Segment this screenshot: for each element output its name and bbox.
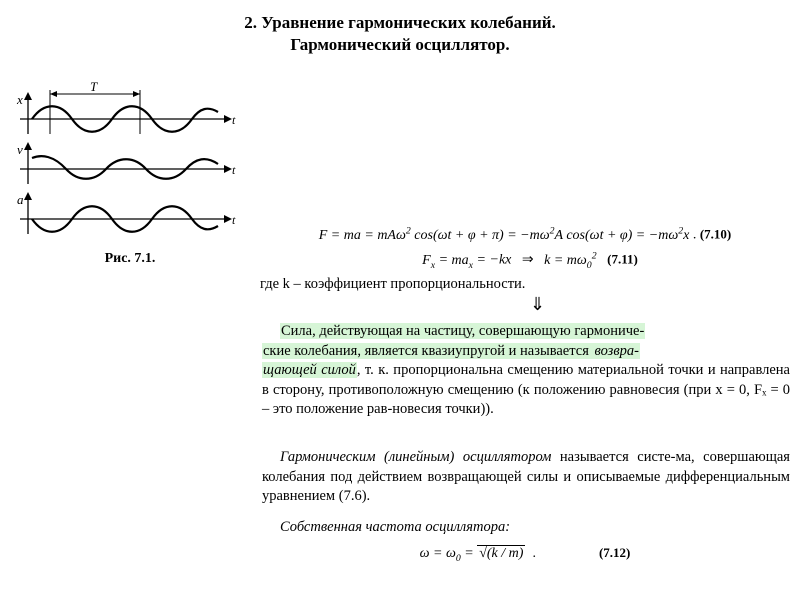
axis-label-t-3: t bbox=[232, 213, 236, 227]
axis-label-v: v bbox=[17, 142, 23, 157]
figure-7-1: x t T v t a bbox=[10, 82, 250, 267]
equation-7-12: ω = ω0 = √(k / m) . (7.12) bbox=[260, 545, 790, 564]
period-label: T bbox=[90, 82, 98, 94]
oscillation-plot: x t T v t a bbox=[10, 82, 250, 242]
equation-7-10: F = ma = mAω2 cos(ωt + φ + π) = −mω2A co… bbox=[260, 225, 790, 244]
para3-text: Собственная частота осциллятора: bbox=[280, 519, 510, 535]
eq-num-7-12: (7.12) bbox=[599, 545, 630, 560]
down-arrow-icon: ⇓ bbox=[530, 294, 545, 315]
eq-num-7-10: (7.10) bbox=[700, 227, 731, 242]
where-k-label: где k – коэффициент пропорциональности. bbox=[260, 276, 525, 292]
implies-arrow: ⇒ bbox=[522, 253, 534, 268]
axis-label-a: a bbox=[17, 192, 24, 207]
equation-7-11: Fx = max = −kx ⇒ k = mω02 (7.11) bbox=[320, 250, 740, 270]
axis-label-t-1: t bbox=[232, 113, 236, 127]
axis-label-t-2: t bbox=[232, 163, 236, 177]
para1-line1: Сила, действующая на частицу, совершающу… bbox=[280, 323, 645, 339]
where-k-text: где k – коэффициент пропорциональности. bbox=[260, 275, 780, 295]
para1-term-b: щающей силой bbox=[262, 362, 357, 378]
paragraph-restoring-force: Сила, действующая на частицу, совершающу… bbox=[262, 322, 790, 420]
page-title: 2. Уравнение гармонических колебаний. Га… bbox=[0, 0, 800, 56]
paragraph-eigenfreq: Собственная частота осциллятора: bbox=[262, 518, 790, 538]
eq-7-11-b: k = mω02 bbox=[544, 253, 597, 268]
axis-label-x: x bbox=[16, 92, 23, 107]
eq-7-10-body: F = ma = mAω2 cos(ωt + φ + π) = −mω2A co… bbox=[319, 228, 690, 243]
para2-term: Гармоническим (линейным) осциллятором bbox=[280, 449, 551, 465]
eq-num-7-11: (7.11) bbox=[607, 252, 638, 267]
para1-term-a: возвра- bbox=[594, 343, 640, 359]
paragraph-oscillator-def: Гармоническим (линейным) осциллятором на… bbox=[262, 448, 790, 507]
title-line-1: 2. Уравнение гармонических колебаний. bbox=[0, 12, 800, 34]
para1-line2a: ские колебания, является квазиупругой и … bbox=[262, 343, 594, 359]
eq-7-12-body: ω = ω0 = √(k / m) bbox=[420, 546, 526, 561]
title-line-2: Гармонический осциллятор. bbox=[0, 34, 800, 56]
eq-7-11-a: Fx = max = −kx bbox=[422, 253, 511, 268]
figure-caption: Рис. 7.1. bbox=[10, 251, 250, 267]
